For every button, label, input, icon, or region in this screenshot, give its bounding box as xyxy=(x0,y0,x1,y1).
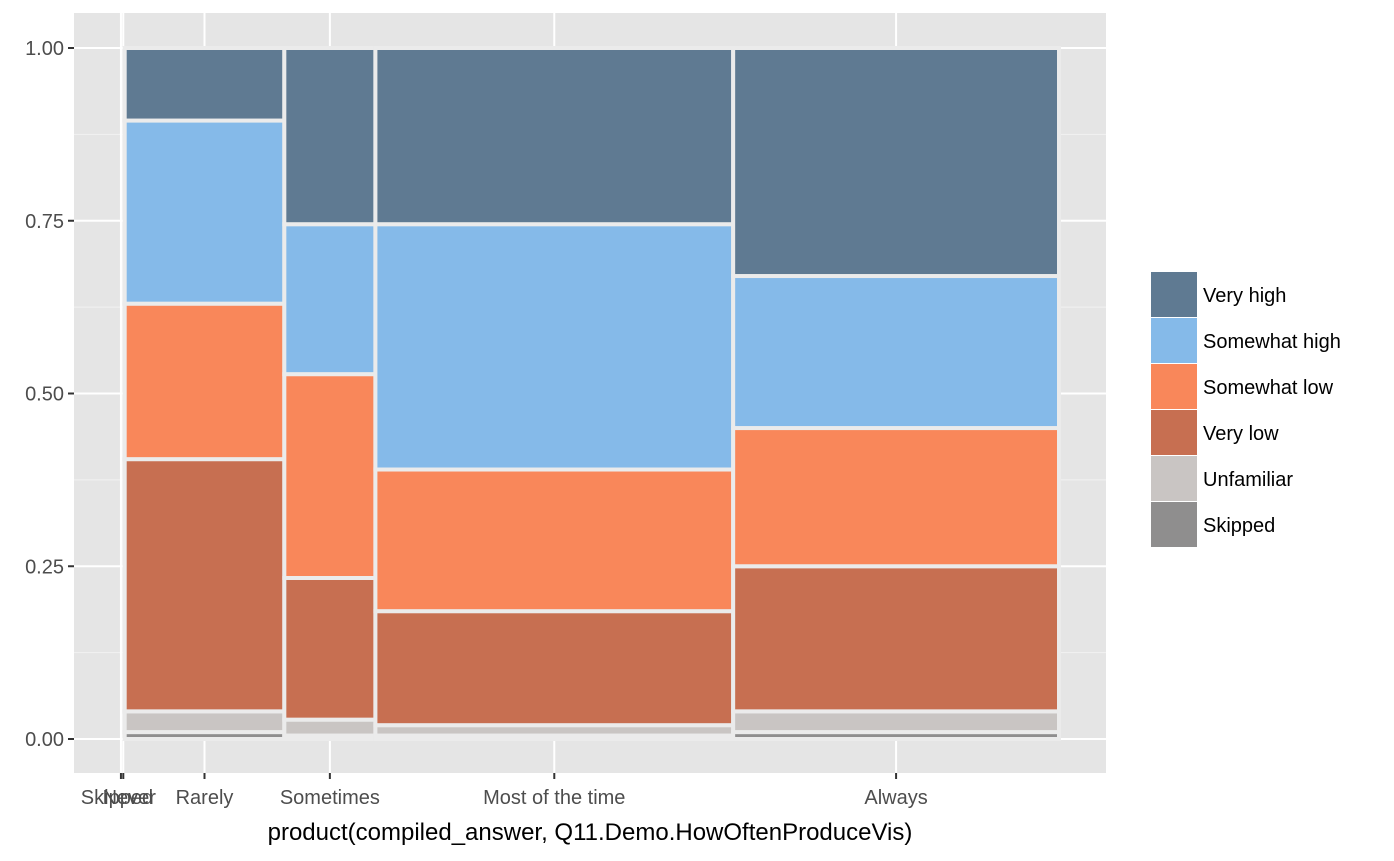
mosaic-segment-rarely-unfamiliar xyxy=(122,709,287,735)
mosaic-segment-sometimes-somewhat-low xyxy=(282,372,378,580)
x-tick-label: Always xyxy=(864,787,927,809)
legend-key-very-low xyxy=(1151,410,1197,455)
mosaic-segment-always-very-low xyxy=(731,564,1061,714)
legend-key-very-high xyxy=(1151,272,1197,317)
mosaic-segment-most-of-the-time-very-high xyxy=(373,46,736,227)
y-axis: 0.00 0.25 0.50 0.75 1.00 xyxy=(25,38,74,751)
y-tick-label: 0.25 xyxy=(25,556,64,578)
mosaic-segment-rarely-very-low xyxy=(122,457,287,714)
mosaic-segment-always-unfamiliar xyxy=(731,709,1061,735)
mosaic-segment-rarely-somewhat-low xyxy=(122,301,287,462)
legend-key-skipped xyxy=(1151,502,1197,547)
mosaic-segment-rarely-somewhat-high xyxy=(122,118,287,306)
mosaic-segment-sometimes-unfamiliar xyxy=(282,717,378,738)
legend-label: Skipped xyxy=(1203,515,1275,537)
x-tick-label: Most of the time xyxy=(483,787,625,809)
x-tick-label: Skipped xyxy=(81,787,153,809)
legend-label: Somewhat low xyxy=(1203,377,1334,399)
y-tick-label: 0.75 xyxy=(25,211,64,233)
mosaic-segment-always-very-high xyxy=(731,46,1061,279)
y-tick-label: 0.50 xyxy=(25,384,64,406)
legend: Very high Somewhat high Somewhat low Very l… xyxy=(1151,272,1341,547)
legend-key-unfamiliar xyxy=(1151,456,1197,501)
mosaic-segment-rarely-very-high xyxy=(122,46,287,123)
y-tick-label: 1.00 xyxy=(25,38,64,60)
x-tick-label: Never xyxy=(103,787,157,809)
x-tick-label: Rarely xyxy=(176,787,234,809)
legend-label: Somewhat high xyxy=(1203,331,1341,353)
legend-label: Very low xyxy=(1203,423,1279,445)
mosaic-segment-most-of-the-time-very-low xyxy=(373,609,736,728)
legend-label: Very high xyxy=(1203,285,1286,307)
mosaic-segment-always-somewhat-low xyxy=(731,426,1061,569)
legend-label: Unfamiliar xyxy=(1203,469,1293,491)
mosaic-segment-sometimes-very-high xyxy=(282,46,378,227)
mosaic-segment-most-of-the-time-somewhat-high xyxy=(373,222,736,472)
mosaic-segment-most-of-the-time-somewhat-low xyxy=(373,467,736,614)
x-tick-label: Sometimes xyxy=(280,787,380,809)
y-tick-label: 0.00 xyxy=(25,729,64,751)
mosaic-segment-sometimes-very-low xyxy=(282,575,378,722)
legend-key-somewhat-low xyxy=(1151,364,1197,409)
mosaic-segments xyxy=(122,46,1061,742)
mosaic-segment-always-somewhat-high xyxy=(731,274,1061,431)
mosaic-segment-sometimes-somewhat-high xyxy=(282,222,378,377)
legend-key-somewhat-high xyxy=(1151,318,1197,363)
x-axis-title: product(compiled_answer, Q11.Demo.HowOft… xyxy=(268,819,913,846)
